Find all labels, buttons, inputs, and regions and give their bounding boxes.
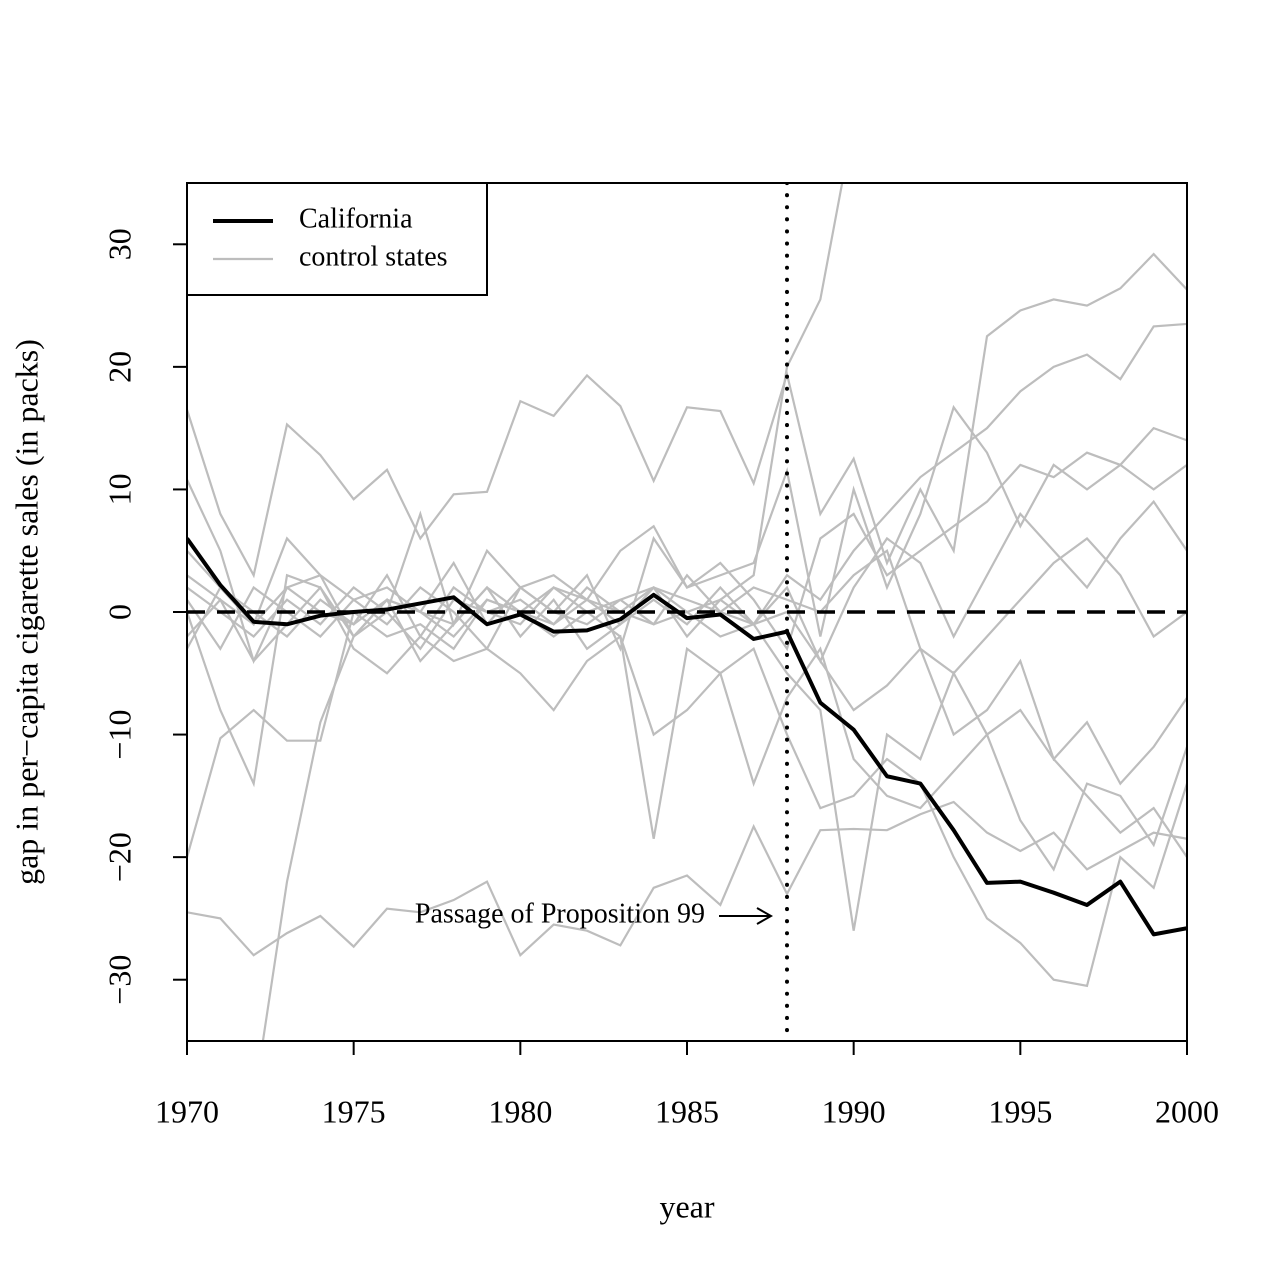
control-line <box>187 573 1187 988</box>
x-axis-label: year <box>659 1188 714 1224</box>
y-tick-label: 20 <box>101 351 137 383</box>
california-line <box>187 537 1187 937</box>
control-line <box>187 499 1187 664</box>
control-line <box>187 183 844 638</box>
control-line <box>187 800 1187 958</box>
plot-area <box>187 183 1187 1041</box>
annotation: Passage of Proposition 99 <box>415 898 705 929</box>
y-tick-label: −10 <box>101 710 137 760</box>
y-tick-label: 30 <box>101 228 137 260</box>
control-line <box>187 585 1187 786</box>
control-line <box>187 586 1187 872</box>
x-tick-label: 1970 <box>155 1093 219 1129</box>
x-tick-label: 1985 <box>655 1093 719 1129</box>
x-tick-label: 1995 <box>988 1093 1052 1129</box>
y-tick-label: −20 <box>101 832 137 882</box>
y-tick-label: −30 <box>101 955 137 1005</box>
annotation-arrowhead <box>756 907 774 925</box>
y-tick-label: 10 <box>101 473 137 505</box>
x-tick-label: 1990 <box>822 1093 886 1129</box>
y-tick-label: 0 <box>101 604 137 620</box>
control-line <box>187 536 1187 675</box>
x-tick-label: 1975 <box>322 1093 386 1129</box>
legend-label: control states <box>299 241 448 272</box>
legend-label: California <box>299 203 413 234</box>
x-tick-label: 2000 <box>1155 1093 1219 1129</box>
y-axis-label: gap in per−capita cigarette sales (in pa… <box>8 339 44 885</box>
x-tick-label: 1980 <box>488 1093 552 1129</box>
control-line <box>261 322 1187 1041</box>
control-line <box>187 252 1187 579</box>
legend-box <box>186 182 488 296</box>
